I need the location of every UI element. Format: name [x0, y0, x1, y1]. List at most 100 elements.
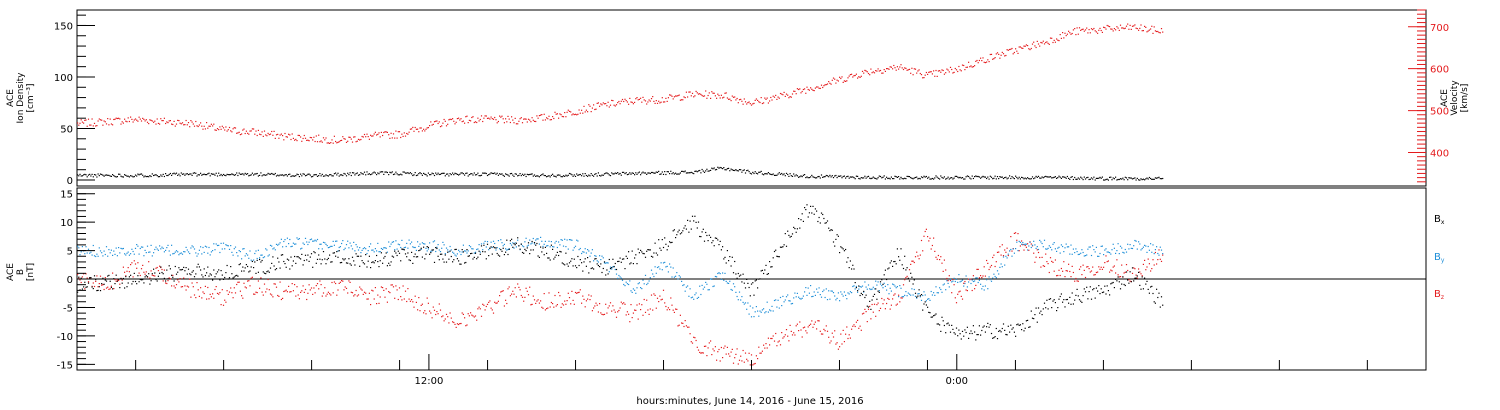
bx-series-point: [846, 261, 848, 263]
velocity-series-point: [1138, 29, 1140, 31]
density-series-point: [683, 171, 685, 173]
bz-series-point: [1162, 254, 1164, 256]
velocity-series-point: [206, 122, 208, 124]
density-series-point: [1077, 177, 1079, 179]
velocity-series-point: [374, 131, 376, 133]
bz-series-point: [149, 277, 151, 279]
bz-series-point: [1133, 267, 1135, 269]
density-series-point: [354, 174, 356, 176]
velocity-series-point: [615, 104, 618, 106]
bx-series-point: [482, 251, 484, 253]
by-series-point: [828, 290, 830, 292]
density-series-point: [497, 174, 499, 176]
by-series-point: [483, 242, 485, 244]
bz-series-point: [332, 292, 334, 294]
density-series-point: [549, 176, 551, 178]
bx-series-point: [889, 262, 891, 264]
legend-item: By: [1434, 252, 1445, 264]
bz-series-point: [992, 256, 994, 259]
bx-series-point: [525, 250, 527, 252]
velocity-series-point: [244, 132, 246, 135]
by-series-point: [478, 244, 480, 246]
density-series-point: [174, 173, 176, 175]
bz-series-point: [835, 343, 837, 345]
density-series-point: [526, 173, 528, 175]
density-series-point: [579, 173, 581, 176]
bz-series-point: [858, 327, 860, 329]
bx-series-point: [1023, 330, 1025, 332]
bx-series-point: [684, 225, 686, 227]
density-series-point: [232, 173, 234, 176]
density-series-point: [741, 171, 743, 173]
by-series-point: [1133, 245, 1135, 247]
bx-series-point: [342, 258, 344, 260]
bx-series-point: [724, 256, 726, 258]
density-series-point: [982, 175, 984, 177]
velocity-series-point: [1146, 31, 1148, 33]
density-label-line: ACE: [6, 89, 16, 107]
bx-series-point: [361, 260, 363, 262]
density-series-point: [791, 175, 794, 177]
by-series-point: [761, 309, 763, 311]
density-series-point: [384, 171, 386, 173]
bx-series-point: [989, 324, 991, 326]
bx-series-point: [636, 263, 638, 265]
bx-series-point: [1000, 331, 1002, 333]
by-series-point: [840, 291, 842, 293]
bz-series-point: [184, 285, 186, 287]
velocity-series-point: [681, 99, 683, 101]
bx-series-point: [656, 254, 659, 256]
density-series-point: [207, 173, 209, 175]
by-series-point: [255, 250, 257, 252]
bz-series-point: [104, 277, 106, 279]
velocity-series-point: [284, 132, 286, 135]
bz-series-point: [1036, 249, 1038, 251]
by-series-point: [678, 275, 680, 277]
by-series-point: [702, 288, 704, 290]
density-series-point: [1000, 176, 1002, 178]
bz-series-point: [556, 304, 558, 306]
velocity-series-point: [499, 115, 501, 117]
by-series-point: [1034, 244, 1036, 246]
velocity-series-point: [307, 139, 309, 141]
bz-series-point: [802, 327, 804, 329]
bz-series-point: [893, 294, 895, 296]
density-series-point: [343, 172, 345, 175]
by-series-point: [1011, 255, 1013, 257]
by-series-point: [902, 296, 905, 298]
density-series-point: [114, 175, 116, 178]
velocity-series-point: [908, 68, 911, 70]
bx-series-point: [288, 259, 290, 261]
bx-series-point: [980, 334, 982, 336]
bz-series-point: [839, 346, 841, 348]
velocity-series-point: [793, 90, 795, 92]
velocity-series-point: [798, 88, 800, 91]
velocity-series-point: [1081, 28, 1083, 31]
by-series-point: [1159, 246, 1161, 248]
by-series-point: [1048, 245, 1050, 247]
velocity-series-point: [472, 116, 474, 118]
by-series-point: [326, 245, 328, 247]
velocity-series-point: [812, 89, 814, 91]
density-series-point: [382, 171, 384, 173]
by-series-point: [261, 254, 263, 256]
density-series-point: [602, 174, 604, 176]
by-series-point: [1131, 247, 1134, 250]
by-series-point: [1001, 266, 1003, 268]
density-series-point: [789, 173, 791, 175]
bx-series-point: [427, 246, 429, 249]
velocity-series-point: [411, 128, 413, 130]
by-series-point: [262, 257, 264, 259]
density-series-point: [238, 172, 240, 174]
by-series-point: [549, 246, 551, 248]
density-series-point: [389, 171, 391, 173]
bz-series-point: [99, 275, 102, 277]
density-series-point: [1081, 177, 1083, 179]
bx-series-point: [857, 290, 859, 292]
by-series-point: [139, 247, 141, 250]
bz-series-point: [215, 286, 217, 288]
bz-series-point: [906, 275, 908, 277]
bz-series-point: [398, 287, 401, 289]
by-series-point: [308, 241, 310, 243]
bz-series-point: [1115, 272, 1117, 274]
